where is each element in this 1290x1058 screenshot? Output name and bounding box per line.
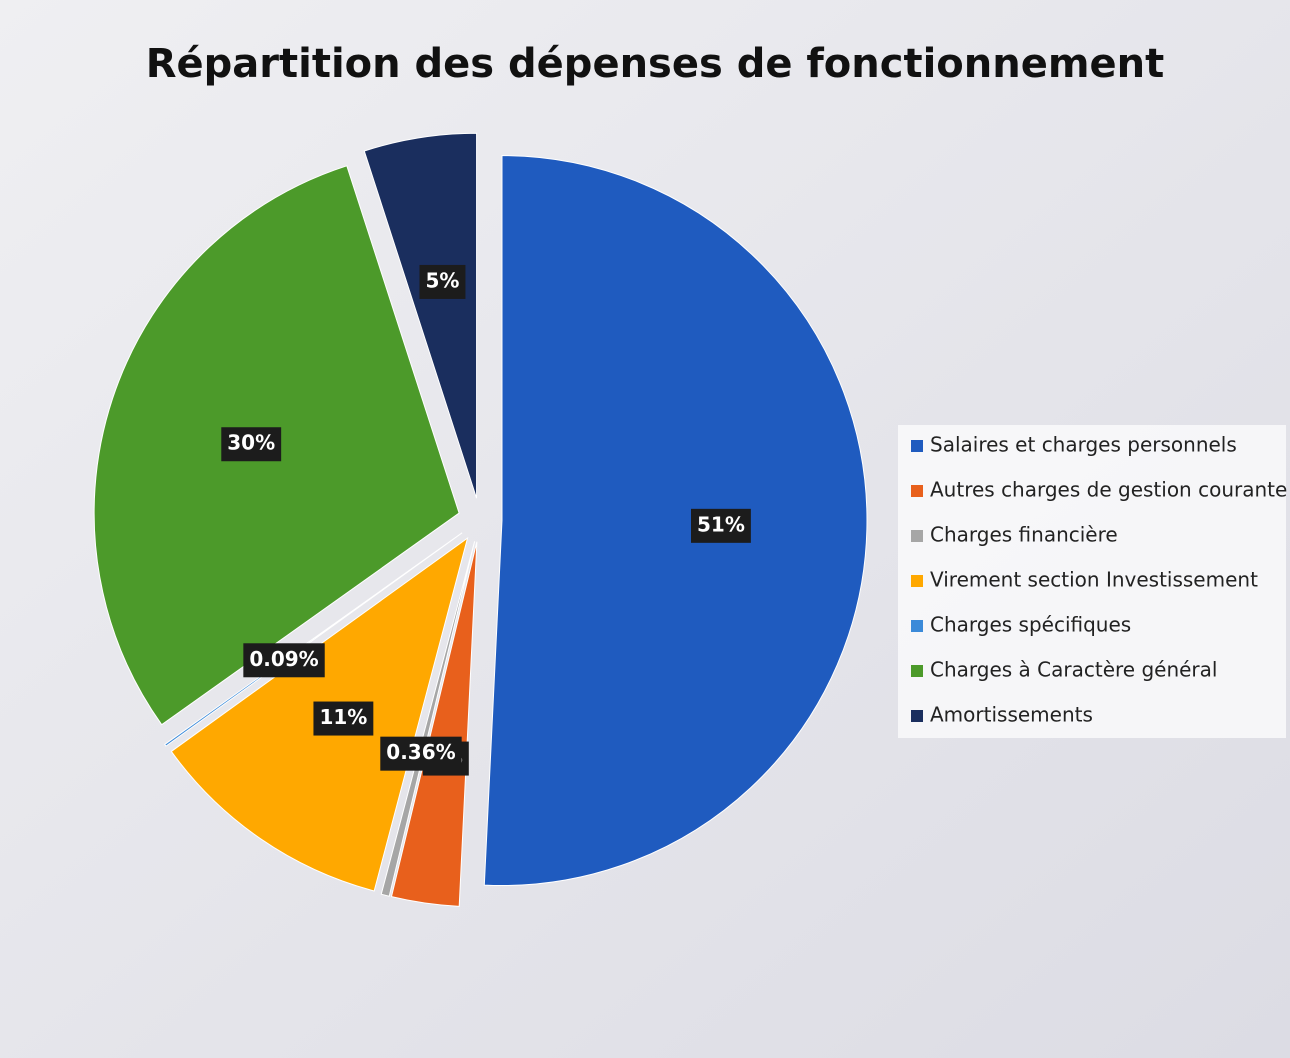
legend-label: Charges spécifiques [930,613,1131,637]
legend-swatch [911,485,923,497]
pie-slice [483,155,868,887]
legend-swatch [911,710,923,722]
legend-swatch [911,575,923,587]
value-label: 11% [319,705,367,729]
value-label-bg [690,508,751,543]
legend-label: Virement section Investissement [930,568,1258,592]
value-label-bg [419,264,466,299]
value-label: 30% [227,431,275,455]
legend-swatch [911,440,923,452]
value-label: 51% [697,512,745,536]
legend-swatch [911,620,923,632]
pie-slice [363,132,478,499]
legend-swatch [911,530,923,542]
chart-title: Répartition des dépenses de fonctionneme… [146,41,1165,87]
value-label: 5% [425,268,459,292]
pie-slice [380,541,476,897]
legend-label: Amortissements [930,703,1093,727]
value-label-bg [313,701,374,736]
value-label: 0.36% [386,740,455,764]
legend-label: Charges financière [930,523,1118,547]
pie-slice [164,532,463,747]
legend-label: Autres charges de gestion courante [930,478,1287,502]
value-label-bg [380,736,462,771]
legend-label: Salaires et charges personnels [930,433,1237,457]
pie-slice [390,541,478,907]
legend-box [898,425,1286,738]
legend-swatch [911,665,923,677]
value-label-bg [243,643,325,678]
legend-label: Charges à Caractère général [930,658,1217,682]
value-label-bg [221,427,282,462]
value-label: 0.09% [249,647,318,671]
